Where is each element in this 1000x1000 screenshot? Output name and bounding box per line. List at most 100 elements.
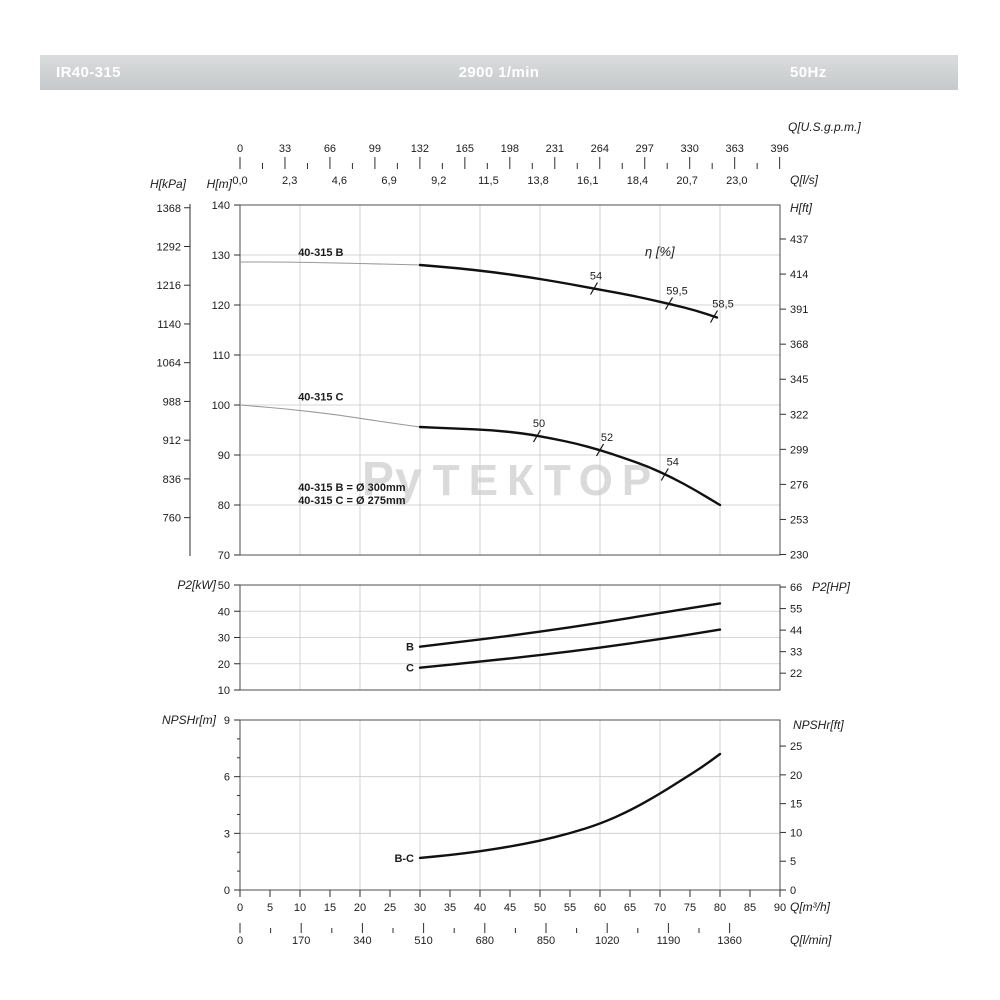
usgpm-tick-label: 99	[369, 143, 381, 155]
m3h-tick-label: 20	[354, 902, 366, 914]
axis-title-npshft: NPSHr[ft]	[793, 718, 844, 732]
kw-tick-label: 20	[218, 659, 230, 671]
npshm-tick-label: 6	[224, 772, 230, 784]
ls-tick-label: 0,0	[232, 175, 247, 187]
hm-tick-label: 70	[218, 550, 230, 562]
m3h-tick-label: 90	[774, 902, 786, 914]
header-bar: IR40-315 2900 1/min 50Hz	[40, 55, 958, 90]
m3h-tick-label: 25	[384, 902, 396, 914]
efficiency-mark	[589, 282, 599, 295]
lmin-tick-label: 1190	[657, 935, 681, 947]
m3h-tick-label: 15	[324, 902, 336, 914]
curve-label: 40-315 B	[298, 247, 343, 259]
ls-tick-label: 9,2	[431, 175, 446, 187]
power-curve-label: B	[406, 642, 414, 654]
impeller-note: 40-315 B = Ø 300mm	[298, 482, 406, 494]
kw-tick-label: 30	[218, 633, 230, 645]
lmin-tick-label: 510	[414, 935, 432, 947]
kpa-tick-label: 1292	[157, 241, 181, 253]
ls-tick-label: 13,8	[527, 175, 548, 187]
m3h-tick-label: 45	[504, 902, 516, 914]
hft-tick-label: 414	[790, 269, 808, 281]
npshft-tick-label: 15	[790, 799, 802, 811]
curve-40-315C	[418, 425, 722, 507]
lmin-tick-label: 340	[353, 935, 371, 947]
kpa-tick-label: 760	[163, 513, 181, 525]
curve-40-315B-thin	[240, 261, 421, 266]
lmin-tick-label: 850	[537, 935, 555, 947]
axis-title-qlmin: Q[l/min]	[790, 933, 832, 947]
axis-title-p2hp: P2[HP]	[812, 580, 851, 594]
power-curve-C	[418, 628, 722, 669]
hp-tick-label: 66	[790, 582, 802, 594]
hp-tick-label: 55	[790, 604, 802, 616]
hp-tick-label: 22	[790, 668, 802, 680]
m3h-tick-label: 70	[654, 902, 666, 914]
hp-tick-label: 44	[790, 625, 802, 637]
ls-tick-label: 20,7	[676, 175, 697, 187]
axis-title-ls: Q[l/s]	[790, 173, 819, 187]
watermark: Ру ТЕКТОР	[362, 452, 660, 507]
kpa-tick-label: 912	[163, 435, 181, 447]
hm-tick-label: 140	[212, 200, 230, 212]
axis-title-p2kw: P2[kW]	[177, 578, 216, 592]
hm-tick-label: 120	[212, 300, 230, 312]
power-curve-label: C	[406, 663, 414, 675]
m3h-tick-label: 30	[414, 902, 426, 914]
npshft-tick-label: 5	[790, 856, 796, 868]
kpa-tick-label: 1140	[157, 319, 181, 331]
usgpm-tick-label: 0	[237, 143, 243, 155]
pump-frequency-label: 50Hz	[790, 64, 827, 81]
ls-tick-label: 23,0	[726, 175, 747, 187]
watermark-logo-icon: Ру	[362, 453, 423, 506]
plot-frame	[239, 204, 781, 556]
axis-title-hkpa: H[kPa]	[150, 177, 187, 191]
m3h-tick-label: 55	[564, 902, 576, 914]
efficiency-value: 54	[590, 271, 602, 283]
hft-tick-label: 322	[790, 409, 808, 421]
plot-frame	[239, 719, 781, 891]
usgpm-tick-label: 165	[456, 143, 474, 155]
npshm-tick-label: 3	[224, 828, 230, 840]
kpa-tick-label: 836	[163, 474, 181, 486]
hm-tick-label: 130	[212, 250, 230, 262]
hp-tick-label: 33	[790, 647, 802, 659]
m3h-tick-label: 65	[624, 902, 636, 914]
efficiency-mark	[660, 468, 669, 481]
lmin-tick-label: 680	[476, 935, 494, 947]
m3h-tick-label: 0	[237, 902, 243, 914]
efficiency-value: 54	[667, 457, 679, 469]
npshm-tick-label: 0	[224, 885, 230, 897]
hft-tick-label: 368	[790, 339, 808, 351]
kpa-tick-label: 1064	[157, 358, 181, 370]
usgpm-tick-label: 363	[725, 143, 743, 155]
m3h-tick-label: 5	[267, 902, 273, 914]
m3h-tick-label: 40	[474, 902, 486, 914]
curve-40-315C-thin	[239, 404, 421, 428]
hft-tick-label: 230	[790, 549, 808, 561]
pump-model-label: IR40-315	[56, 64, 121, 81]
usgpm-tick-label: 264	[591, 143, 609, 155]
hft-tick-label: 345	[790, 374, 808, 386]
axis-title-npshm: NPSHr[m]	[162, 713, 217, 727]
usgpm-tick-label: 66	[324, 143, 336, 155]
hft-tick-label: 437	[790, 234, 808, 246]
m3h-tick-label: 35	[444, 902, 456, 914]
usgpm-tick-label: 132	[411, 143, 429, 155]
hft-tick-label: 391	[790, 304, 808, 316]
lmin-tick-label: 1020	[595, 935, 619, 947]
watermark-text: ТЕКТОР	[432, 456, 661, 505]
npsh-curve-label: B-C	[394, 853, 414, 865]
efficiency-value: 52	[601, 432, 613, 444]
npshft-tick-label: 0	[790, 885, 796, 897]
ls-tick-label: 16,1	[577, 175, 598, 187]
hft-tick-label: 299	[790, 444, 808, 456]
ls-tick-label: 18,4	[627, 175, 648, 187]
npshft-tick-label: 25	[790, 741, 802, 753]
hm-tick-label: 110	[212, 350, 230, 362]
m3h-tick-label: 50	[534, 902, 546, 914]
npshft-tick-label: 20	[790, 770, 802, 782]
hm-tick-label: 90	[218, 450, 230, 462]
m3h-tick-label: 80	[714, 902, 726, 914]
